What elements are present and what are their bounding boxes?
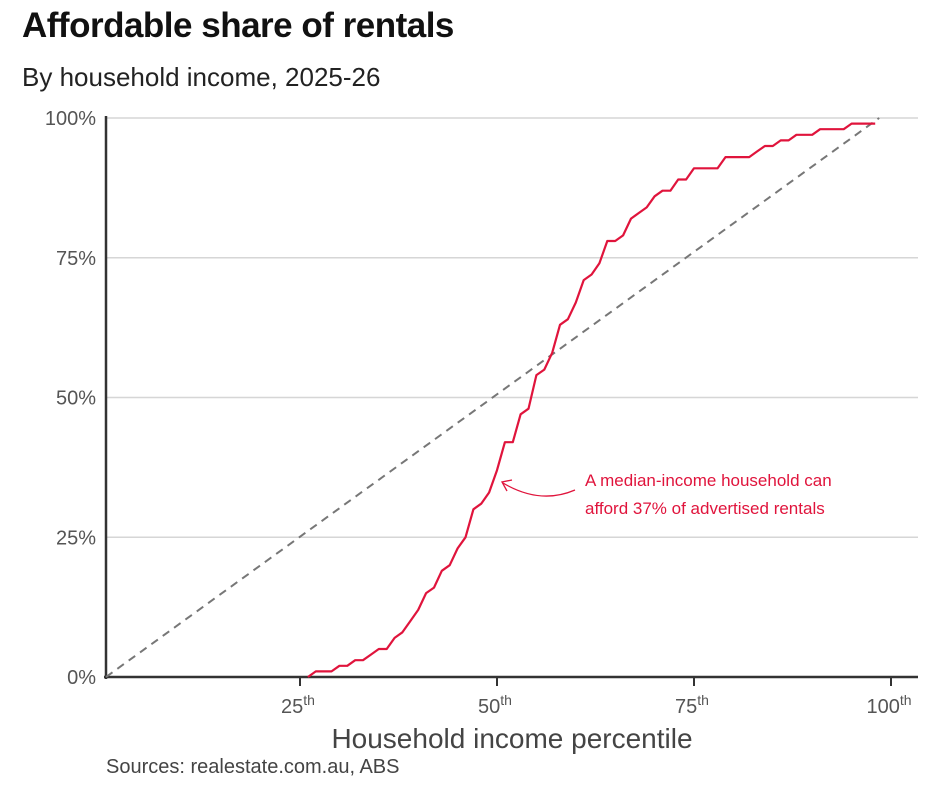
y-tick-label: 0%: [67, 667, 96, 689]
reference-diagonal-line: [105, 117, 880, 678]
annotation: A median-income household can afford 37%…: [500, 471, 832, 518]
annotation-arrow: [502, 482, 576, 497]
x-tick-label: 50th: [478, 692, 512, 718]
x-tick-label: 100th: [866, 692, 911, 718]
x-axis-label: Household income percentile: [331, 723, 692, 754]
y-tick-label: 25%: [56, 527, 96, 549]
x-tick-label: 75th: [675, 692, 709, 718]
annotation-line-1: A median-income household can: [585, 471, 832, 490]
x-tick-label: 25th: [281, 692, 315, 718]
arrow-head-icon: [500, 479, 513, 492]
annotation-line-2: afford 37% of advertised rentals: [585, 499, 825, 518]
chart-subtitle: By household income, 2025-26: [22, 62, 381, 92]
chart-title: Affordable share of rentals: [22, 6, 454, 45]
source-note: Sources: realestate.com.au, ABS: [106, 756, 400, 778]
y-tick-label: 50%: [56, 388, 96, 410]
y-tick-label: 75%: [56, 248, 96, 270]
affordable-share-line: [307, 122, 876, 678]
y-tick-label: 100%: [45, 108, 96, 130]
